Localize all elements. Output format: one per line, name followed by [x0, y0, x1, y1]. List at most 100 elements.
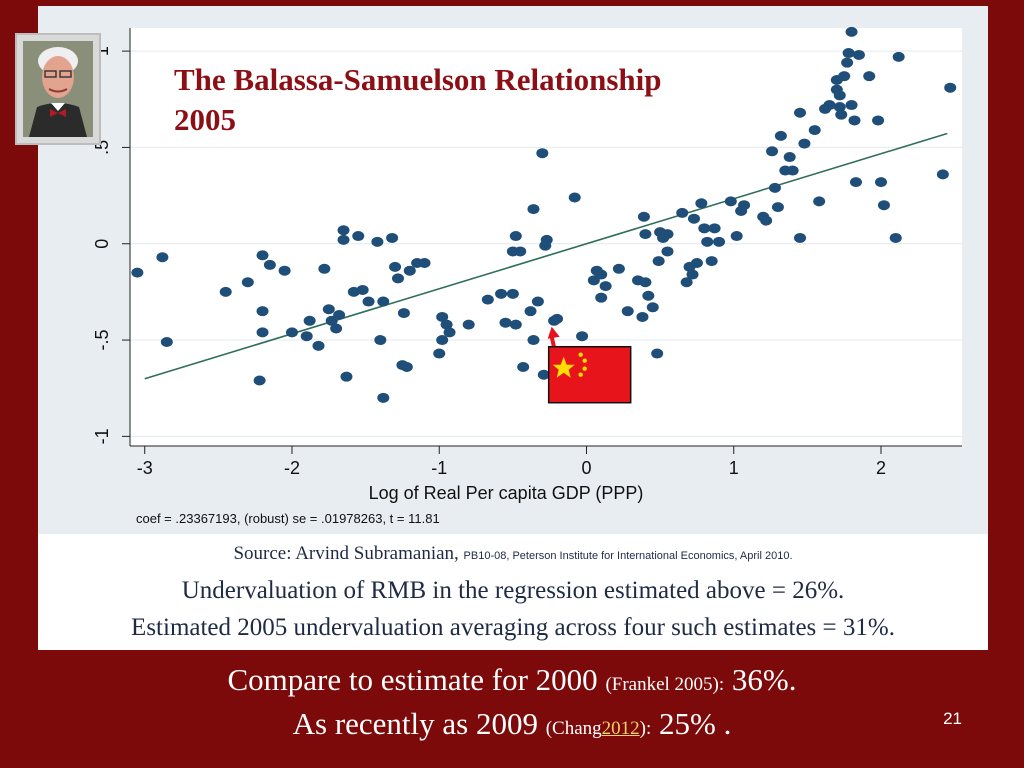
data-point [527, 335, 540, 346]
data-point [330, 323, 343, 334]
data-point [794, 232, 807, 243]
data-point [612, 263, 625, 274]
data-point [352, 231, 365, 242]
data-point [823, 100, 836, 111]
y-tick-label: 0 [92, 239, 112, 249]
data-point [771, 202, 784, 213]
data-point [256, 306, 269, 317]
x-tick-label: 1 [729, 458, 739, 478]
data-point [517, 362, 530, 373]
data-point [599, 281, 612, 292]
china-flag-small-star-icon [582, 366, 587, 371]
footer-line-2009: As recently as 2009 (Chang2012): 25% . [0, 706, 1024, 742]
data-point [433, 348, 446, 359]
undervaluation-average-text: Estimated 2005 undervaluation averaging … [131, 614, 895, 641]
data-point [841, 57, 854, 68]
data-point [848, 115, 861, 126]
data-point [278, 265, 291, 276]
x-tick-label: -3 [137, 458, 153, 478]
portrait-photo [15, 33, 101, 145]
data-point [686, 269, 699, 280]
data-point [514, 246, 527, 257]
data-point [705, 256, 718, 267]
x-tick-label: 0 [581, 458, 591, 478]
data-point [877, 200, 890, 211]
china-flag [547, 345, 632, 404]
source-detail: PB10-08, Peterson Institute for Internat… [463, 550, 793, 562]
data-point [863, 71, 876, 82]
y-tick-label: 1 [92, 46, 112, 56]
data-point [842, 48, 855, 59]
data-point [377, 392, 390, 403]
data-point [362, 296, 375, 307]
data-point [527, 204, 540, 215]
data-point [312, 340, 325, 351]
data-point [872, 115, 885, 126]
data-point [651, 348, 664, 359]
footer1-value: 36%. [731, 662, 797, 697]
data-point [506, 288, 519, 299]
data-point [322, 304, 335, 315]
data-point [333, 310, 346, 321]
data-point [374, 335, 387, 346]
data-point [300, 331, 313, 342]
footer2-citation-end: ): [639, 718, 652, 739]
data-point [708, 223, 721, 234]
data-point [403, 265, 416, 276]
data-point [646, 302, 659, 313]
data-point [389, 261, 402, 272]
data-point [835, 109, 848, 120]
data-point [524, 306, 537, 317]
data-point [833, 101, 846, 112]
data-point [536, 148, 549, 159]
data-point [318, 263, 331, 274]
source-prefix: Source: Arvind Subramanian, [233, 543, 459, 564]
data-point [219, 286, 232, 297]
data-point [440, 319, 453, 330]
data-point [680, 277, 693, 288]
x-tick-label: 2 [876, 458, 886, 478]
china-flag-small-star-icon [578, 352, 583, 357]
source-citation: Source: Arvind Subramanian, PB10-08, Pet… [38, 543, 988, 565]
data-point [160, 336, 173, 347]
footer2-value: 25% . [659, 706, 732, 741]
data-point [377, 296, 390, 307]
fit-line [144, 132, 948, 380]
data-point [936, 169, 949, 180]
data-point [774, 130, 787, 141]
data-point [568, 192, 581, 203]
data-point [637, 211, 650, 222]
chart-title: The Balassa-Samuelson Relationship 2005 [174, 60, 774, 140]
data-point [642, 290, 655, 301]
data-point [738, 200, 751, 211]
data-point [661, 229, 674, 240]
data-point [386, 232, 399, 243]
data-point [713, 236, 726, 247]
y-tick-label: -1 [92, 428, 112, 444]
data-point [256, 250, 269, 261]
data-point [241, 277, 254, 288]
data-point [690, 258, 703, 269]
data-point [845, 26, 858, 37]
data-point [813, 196, 826, 207]
china-flag-small-star-icon [582, 358, 587, 363]
data-point [701, 236, 714, 247]
data-point [392, 273, 405, 284]
data-point [652, 256, 665, 267]
data-point [794, 107, 807, 118]
data-point [845, 100, 858, 111]
data-point [766, 146, 779, 157]
data-point [509, 319, 522, 330]
data-point [783, 152, 796, 163]
data-point [892, 51, 905, 62]
data-point [303, 315, 316, 326]
chang-2012-link[interactable]: 2012 [601, 718, 640, 739]
data-point [337, 234, 350, 245]
data-point [595, 292, 608, 303]
data-point [551, 313, 564, 324]
data-point [852, 49, 865, 60]
data-point [676, 207, 689, 218]
footer-line-2000: Compare to estimate for 2000 (Frankel 20… [0, 662, 1024, 698]
data-point [509, 231, 522, 242]
